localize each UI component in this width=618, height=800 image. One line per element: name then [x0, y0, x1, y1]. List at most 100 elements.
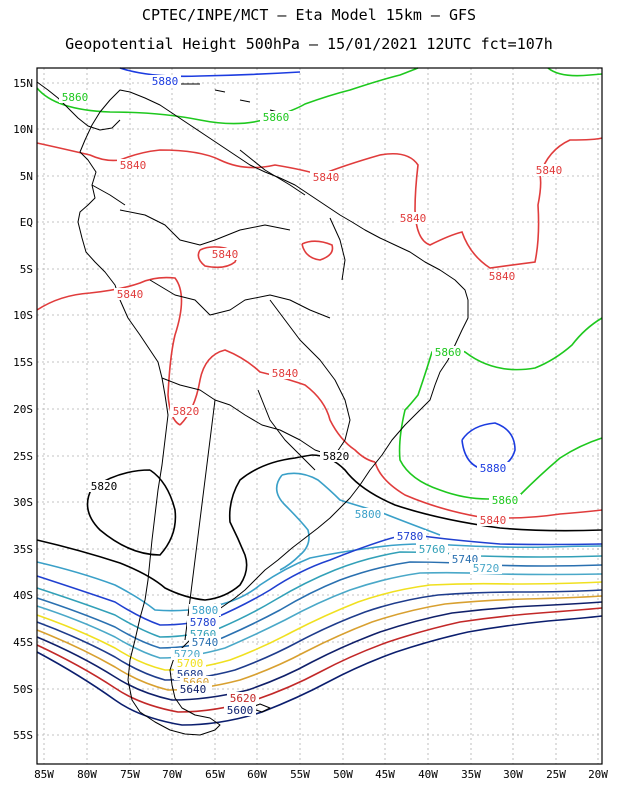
- longitude-tick-label: 35W: [461, 768, 481, 781]
- contour-5660: [36, 595, 603, 691]
- contour-label-s5820a: 5820: [173, 405, 200, 418]
- latitude-tick-label: 40S: [13, 589, 33, 602]
- contour-label-n5840c: 5840: [536, 164, 563, 177]
- contour-label-background: [88, 480, 120, 492]
- latitude-tick-label: 45S: [13, 636, 33, 649]
- latitude-tick-label: 20S: [13, 403, 33, 416]
- longitude-tick-label: 55W: [290, 768, 310, 781]
- contour-5800-main: [36, 543, 603, 612]
- contour-label-layer: 5880 5860 5860 5840 5840 5840 5840 5840 5840 5840…: [59, 75, 565, 717]
- contour-5820-south-east: [311, 454, 603, 532]
- contour-5840-amazon: [301, 240, 334, 261]
- latitude-tick-label: 50S: [13, 683, 33, 696]
- latitude-tick-label: 55S: [13, 729, 33, 742]
- longitude-tick-label: 40W: [418, 768, 438, 781]
- contour-label-n5860b: 5860: [263, 111, 290, 124]
- contour-5880-south-cell: [461, 422, 516, 471]
- contour-5800-uruguay-loop: [275, 474, 310, 571]
- contour-label-s5780a: 5780: [397, 530, 424, 543]
- contour-label-background: [189, 636, 221, 648]
- contour-label-background: [224, 704, 256, 716]
- longitude-tick-label: 25W: [546, 768, 566, 781]
- contour-label-background: [174, 657, 206, 669]
- falkland-islands: [249, 703, 271, 713]
- latitude-tick-label: 15N: [13, 77, 33, 90]
- graticule-grid: [37, 68, 602, 764]
- contour-label-n5840f: 5840: [489, 270, 516, 283]
- axis-tick-labels: 15N 10N 5N EQ 5S 10S 15S 20S 25S 30S 35S 40S 45S 50S 5…: [13, 77, 608, 781]
- contour-label-s5740b: 5740: [192, 636, 219, 649]
- contour-label-s5840: 5840: [480, 514, 507, 527]
- contour-label-background: [477, 514, 509, 526]
- contour-label-s5720a: 5720: [473, 562, 500, 575]
- contour-label-background: [114, 288, 146, 300]
- contour-label-background: [486, 270, 518, 282]
- longitude-tick-label: 75W: [120, 768, 140, 781]
- country-borders: [91, 149, 351, 641]
- contour-label-s5880: 5880: [480, 462, 507, 475]
- contour-5840-central: [197, 246, 238, 269]
- latitude-tick-label: 25S: [13, 450, 33, 463]
- contour-label-n5840h: 5840: [272, 367, 299, 380]
- contour-label-background: [352, 508, 384, 520]
- contour-5640: [36, 601, 603, 701]
- contour-label-n5840a: 5840: [120, 159, 147, 172]
- contour-label-background: [477, 462, 509, 474]
- contour-label-s5820b: 5820: [323, 450, 350, 463]
- contour-label-background: [227, 692, 259, 704]
- contour-label-background: [260, 111, 292, 123]
- central-america-coastline: [36, 81, 121, 131]
- latitude-tick-label: 35S: [13, 543, 33, 556]
- longitude-tick-label: 70W: [162, 768, 182, 781]
- contour-5860-north-west: [36, 67, 419, 125]
- longitude-tick-label: 80W: [77, 768, 97, 781]
- longitude-tick-label: 60W: [247, 768, 267, 781]
- contour-label-background: [397, 212, 429, 224]
- contour-label-background: [432, 346, 464, 358]
- contour-label-background: [310, 171, 342, 183]
- contour-label-background: [209, 248, 241, 260]
- contour-5600: [36, 615, 603, 726]
- contour-label-background: [189, 604, 221, 616]
- chart-title-line-2: Geopotential Height 500hPa – 15/01/2021 …: [65, 35, 553, 53]
- contour-label-n5840b: 5840: [313, 171, 340, 184]
- contour-label-background: [394, 530, 426, 542]
- contour-label-background: [117, 159, 149, 171]
- latitude-tick-label: 5N: [20, 170, 33, 183]
- contour-5620: [36, 607, 603, 713]
- contour-label-s5800b: 5800: [192, 604, 219, 617]
- contour-label-n5880: 5880: [152, 75, 179, 88]
- contour-5800-river-plate: [281, 472, 441, 536]
- contour-label-background: [269, 367, 301, 379]
- contour-5780: [36, 534, 603, 626]
- map-frame: [36, 67, 603, 765]
- longitude-tick-label: 85W: [34, 768, 54, 781]
- contour-label-s5640: 5640: [180, 683, 207, 696]
- chart-title-line-1: CPTEC/INPE/MCT – Eta Model 15km – GFS: [141, 6, 477, 24]
- latitude-tick-label: 30S: [13, 496, 33, 509]
- contour-label-s5780b: 5780: [190, 616, 217, 629]
- contour-label-background: [416, 543, 448, 555]
- contour-label-s5760a: 5760: [419, 543, 446, 556]
- contour-5700: [36, 581, 603, 671]
- contour-label-background: [470, 562, 502, 574]
- contour-label-background: [170, 405, 202, 417]
- contour-5880-north: [119, 67, 301, 78]
- contour-label-s5700: 5700: [177, 657, 204, 670]
- latitude-tick-label: 5S: [20, 263, 33, 276]
- contour-label-s5860: 5860: [492, 494, 519, 507]
- contour-label-n5860c: 5860: [435, 346, 462, 359]
- longitude-tick-label: 20W: [588, 768, 608, 781]
- contour-lines: [36, 67, 603, 726]
- contour-5840-west: [36, 276, 183, 426]
- contour-label-background: [533, 164, 565, 176]
- longitude-tick-label: 45W: [375, 768, 395, 781]
- contour-5680: [36, 589, 603, 681]
- contour-5860-north-east: [547, 67, 603, 77]
- contour-label-s5800a: 5800: [355, 508, 382, 521]
- contour-label-n5860a: 5860: [62, 91, 89, 104]
- longitude-tick-label: 65W: [205, 768, 225, 781]
- longitude-tick-label: 50W: [333, 768, 353, 781]
- contour-5840-north: [36, 137, 603, 269]
- contour-label-n5840e: 5840: [212, 248, 239, 261]
